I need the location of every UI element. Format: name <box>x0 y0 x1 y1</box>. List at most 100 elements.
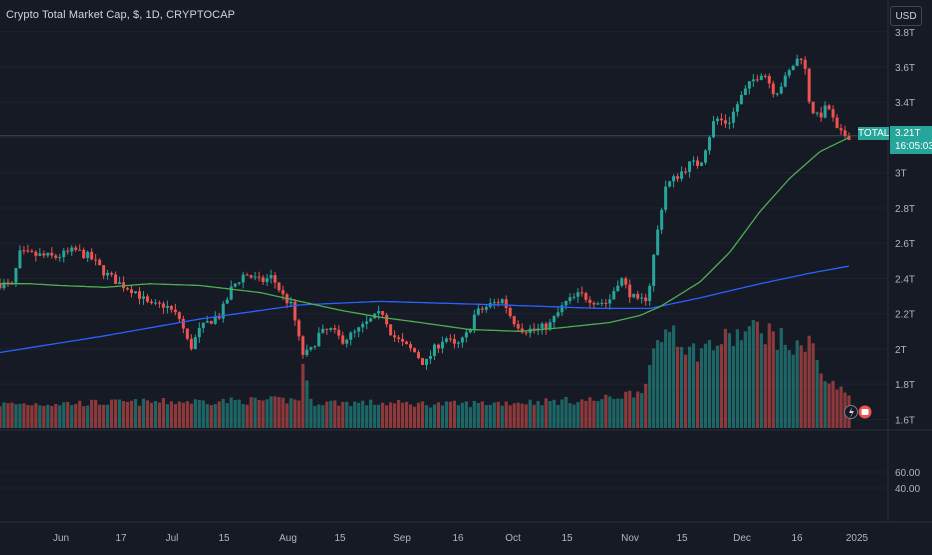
candle-body <box>727 122 731 124</box>
volume-bar <box>293 399 297 428</box>
volume-bar <box>213 404 217 428</box>
volume-bar <box>161 398 166 428</box>
candle-body <box>50 252 54 256</box>
x-tick-label: 16 <box>452 533 464 544</box>
candle-body <box>145 296 149 302</box>
candle-body <box>688 161 692 172</box>
candle-body <box>612 291 616 300</box>
volume-bar <box>508 405 512 428</box>
candle-body <box>648 285 652 302</box>
candle-body <box>572 296 576 298</box>
volume-bar <box>113 399 118 428</box>
candle-body <box>0 283 2 289</box>
candle-body <box>161 303 165 308</box>
candle-body <box>568 297 572 301</box>
volume-bar <box>70 405 74 428</box>
volume-bar <box>496 401 500 428</box>
candle-body <box>616 285 620 292</box>
x-tick-label: 15 <box>561 533 573 544</box>
candle-body <box>592 302 596 305</box>
volume-bar <box>74 403 78 428</box>
candle-body <box>759 75 763 80</box>
volume-bar <box>321 405 325 428</box>
volume-bar <box>691 343 696 428</box>
candle-body <box>353 331 357 333</box>
volume-bar <box>305 380 309 428</box>
volume-bar <box>98 404 102 428</box>
candle-body <box>692 160 696 162</box>
volume-bar <box>265 399 269 428</box>
axes: 1.6T1.8T2T2.2T2.4T2.6T2.8T3T3.2T3.4T3.6T… <box>53 28 921 544</box>
volume-bars <box>0 320 851 428</box>
volume-bar <box>536 401 540 428</box>
candle-body <box>14 268 18 283</box>
candle-body <box>771 83 775 95</box>
candle-body <box>807 68 811 102</box>
volume-bar <box>636 391 640 428</box>
volume-bar <box>707 339 712 428</box>
volume-bar <box>297 400 301 428</box>
volume-bar <box>217 401 221 428</box>
candle-body <box>508 307 512 317</box>
candle-body <box>357 327 361 332</box>
volume-bar <box>50 405 54 428</box>
y-tick-label: 2.6T <box>895 239 915 250</box>
volume-bar <box>628 390 632 428</box>
volume-bar <box>588 397 592 428</box>
candle-body <box>560 305 564 313</box>
volume-bar <box>480 401 484 428</box>
candle-body <box>46 252 50 256</box>
volume-bar <box>137 405 142 428</box>
candle-body <box>381 310 385 315</box>
candle-body <box>106 272 110 276</box>
candle-body <box>185 328 189 339</box>
candle-body <box>153 302 157 304</box>
candle-body <box>201 322 205 329</box>
volume-bar <box>751 320 755 428</box>
chart-title: Crypto Total Market Cap, $, 1D, CRYPTOCA… <box>6 9 236 21</box>
candle-body <box>173 309 177 313</box>
candle-body <box>747 81 751 89</box>
candle-body <box>301 336 305 355</box>
volume-bar <box>197 399 201 428</box>
volume-bar <box>484 405 488 428</box>
candle-body <box>783 75 787 87</box>
volume-bar <box>38 405 42 428</box>
candle-body <box>755 79 759 81</box>
volume-bar <box>516 402 520 428</box>
volume-bar <box>177 401 181 428</box>
candle-body <box>213 317 217 324</box>
volume-bar <box>807 335 811 428</box>
candle-body <box>66 250 70 252</box>
y-tick-label: 2T <box>895 345 907 356</box>
candle-body <box>30 250 34 252</box>
currency-button[interactable]: USD <box>890 6 922 26</box>
x-tick-label: 15 <box>218 533 230 544</box>
candle-body <box>349 332 353 340</box>
y-tick-label: 2.8T <box>895 204 915 215</box>
candle-body <box>516 324 520 329</box>
volume-bar <box>560 399 564 428</box>
volume-bar <box>596 401 600 428</box>
volume-bar <box>62 402 66 428</box>
candle-body <box>70 247 74 252</box>
candle-body <box>584 293 588 300</box>
volume-bar <box>719 344 724 428</box>
candle-body <box>90 251 94 260</box>
volume-bar <box>711 350 716 428</box>
candle-body <box>365 321 369 324</box>
volume-bar <box>185 401 189 428</box>
volume-bar <box>819 373 823 428</box>
volume-bar <box>82 406 86 428</box>
candle-body <box>341 335 345 344</box>
volume-bar <box>464 401 468 428</box>
candle-body <box>130 289 134 294</box>
volume-bar <box>189 403 193 428</box>
candle-body <box>624 278 628 285</box>
candle-body <box>54 255 58 258</box>
volume-bar <box>743 331 747 428</box>
y-tick-label: 3.4T <box>895 98 915 109</box>
candle-body <box>815 112 819 114</box>
